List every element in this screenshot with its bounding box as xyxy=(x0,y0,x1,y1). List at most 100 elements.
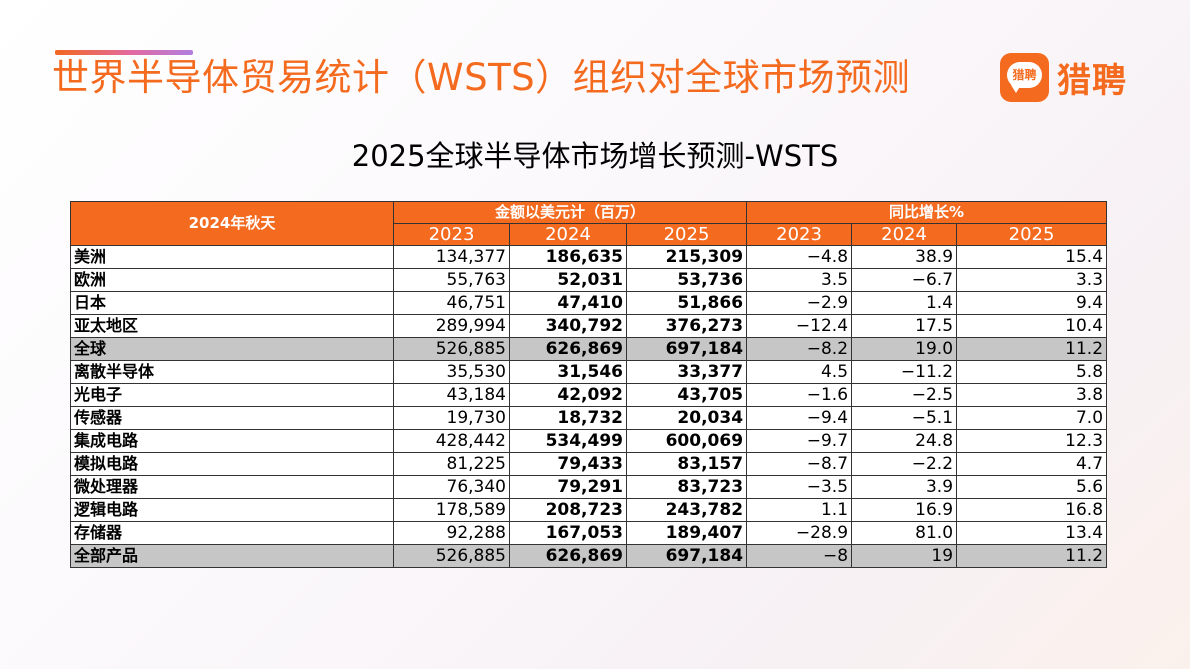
year-header: 2023 xyxy=(746,223,853,246)
row-label: 离散半导体 xyxy=(70,360,394,384)
table-row: 集成电路 428,442 534,499 600,069 −9.7 24.8 12.3 xyxy=(70,429,1108,453)
table-row: 微处理器 76,340 79,291 83,723 −3.5 3.9 5.6 xyxy=(70,475,1108,499)
table-cell: 24.8 xyxy=(851,429,958,453)
table-cell: 19,730 xyxy=(393,406,510,430)
table-row: 传感器 19,730 18,732 20,034 −9.4 −5.1 7.0 xyxy=(70,406,1108,430)
table-cell: 5.8 xyxy=(956,360,1108,384)
row-label: 亚太地区 xyxy=(70,314,394,338)
table-cell: 243,782 xyxy=(625,498,748,522)
table-cell: 53,736 xyxy=(625,268,748,292)
table-cell: 178,589 xyxy=(393,498,510,522)
row-label: 日本 xyxy=(70,291,394,315)
table-cell: −12.4 xyxy=(746,314,853,338)
table-cell: 4.5 xyxy=(746,360,853,384)
table-cell: −28.9 xyxy=(746,521,853,545)
table-cell: 3.8 xyxy=(956,383,1108,407)
table-title: 2025全球半导体市场增长预测-WSTS xyxy=(351,139,839,173)
table-cell: −2.5 xyxy=(851,383,958,407)
row-label: 模拟电路 xyxy=(70,452,394,476)
table-row-total: 全部产品 526,885 626,869 697,184 −8 19 11.2 xyxy=(70,544,1108,568)
table-cell: −8.7 xyxy=(746,452,853,476)
row-label: 集成电路 xyxy=(70,429,394,453)
row-label: 全球 xyxy=(70,337,394,361)
row-label: 光电子 xyxy=(70,383,394,407)
table-cell: 1.4 xyxy=(851,291,958,315)
table-cell: 47,410 xyxy=(509,291,627,315)
forecast-table: 2024年秋天 金额以美元计（百万） 同比增长% 2023 2024 2025 … xyxy=(70,201,1108,568)
table-cell: 9.4 xyxy=(956,291,1108,315)
row-label: 全部产品 xyxy=(70,544,394,568)
table-cell: 19 xyxy=(851,544,958,568)
table-cell: 79,291 xyxy=(509,475,627,499)
table-row: 欧洲 55,763 52,031 53,736 3.5 −6.7 3.3 xyxy=(70,268,1108,292)
table-cell: 697,184 xyxy=(625,544,748,568)
table-cell: 167,053 xyxy=(509,521,627,545)
year-header: 2024 xyxy=(509,223,627,246)
chat-bubble-icon: 猎聘 xyxy=(1000,52,1049,102)
table-cell: 92,288 xyxy=(393,521,510,545)
row-label: 逻辑电路 xyxy=(70,498,394,522)
amount-group-header: 金额以美元计（百万） xyxy=(392,201,748,224)
row-label: 欧洲 xyxy=(70,268,394,292)
table-cell: −9.7 xyxy=(746,429,853,453)
table-cell: 16.9 xyxy=(851,498,958,522)
table-row: 逻辑电路 178,589 208,723 243,782 1.1 16.9 16.8 xyxy=(70,498,1108,522)
brand-logo: 猎聘 猎聘 xyxy=(1000,50,1127,104)
table-cell: 4.7 xyxy=(956,452,1108,476)
table-cell: 83,723 xyxy=(625,475,748,499)
table-cell: 697,184 xyxy=(625,337,748,361)
table-cell: 186,635 xyxy=(509,245,627,269)
table-cell: 81.0 xyxy=(851,521,958,545)
table-cell: 10.4 xyxy=(956,314,1108,338)
row-label: 微处理器 xyxy=(70,475,394,499)
table-cell: 340,792 xyxy=(509,314,627,338)
table-cell: 17.5 xyxy=(851,314,958,338)
table-cell: 3.5 xyxy=(746,268,853,292)
table-cell: 189,407 xyxy=(625,521,748,545)
table-cell: 7.0 xyxy=(956,406,1108,430)
table-cell: 13.4 xyxy=(956,521,1108,545)
table-cell: 51,866 xyxy=(625,291,748,315)
table-cell: 208,723 xyxy=(509,498,627,522)
table-cell: −11.2 xyxy=(851,360,958,384)
table-cell: 35,530 xyxy=(393,360,510,384)
table-cell: 428,442 xyxy=(393,429,510,453)
title-accent-bar xyxy=(55,50,193,55)
table-cell: 43,705 xyxy=(625,383,748,407)
table-cell: −8.2 xyxy=(746,337,853,361)
table-cell: 43,184 xyxy=(393,383,510,407)
corner-label: 2024年秋天 xyxy=(70,201,394,246)
table-cell: −3.5 xyxy=(746,475,853,499)
table-row: 模拟电路 81,225 79,433 83,157 −8.7 −2.2 4.7 xyxy=(70,452,1108,476)
row-label: 传感器 xyxy=(70,406,394,430)
table-cell: 134,377 xyxy=(393,245,510,269)
table-cell: 289,994 xyxy=(393,314,510,338)
table-row: 美洲 134,377 186,635 215,309 −4.8 38.9 15.4 xyxy=(70,245,1108,269)
table-body: 美洲 134,377 186,635 215,309 −4.8 38.9 15.4 欧洲 55,… xyxy=(70,245,1108,568)
table-cell: 215,309 xyxy=(625,245,748,269)
table-cell: −4.8 xyxy=(746,245,853,269)
table-cell: 626,869 xyxy=(509,337,627,361)
table-cell: 16.8 xyxy=(956,498,1108,522)
table-cell: 20,034 xyxy=(625,406,748,430)
year-header: 2025 xyxy=(625,223,748,246)
table-cell: 11.2 xyxy=(956,544,1108,568)
page-title: 世界半导体贸易统计（WSTS）组织对全球市场预测 xyxy=(52,56,911,99)
table-cell: −1.6 xyxy=(746,383,853,407)
year-header: 2024 xyxy=(851,223,958,246)
table-cell: −2.2 xyxy=(851,452,958,476)
table-cell: 18,732 xyxy=(509,406,627,430)
table-cell: 19.0 xyxy=(851,337,958,361)
table-cell: 600,069 xyxy=(625,429,748,453)
table-cell: 376,273 xyxy=(625,314,748,338)
table-cell: 55,763 xyxy=(393,268,510,292)
row-label: 美洲 xyxy=(70,245,394,269)
table-row: 光电子 43,184 42,092 43,705 −1.6 −2.5 3.8 xyxy=(70,383,1108,407)
table-cell: 83,157 xyxy=(625,452,748,476)
table-cell: −8 xyxy=(746,544,853,568)
table-row: 亚太地区 289,994 340,792 376,273 −12.4 17.5 10.4 xyxy=(70,314,1108,338)
row-label: 存储器 xyxy=(70,521,394,545)
table-cell: 42,092 xyxy=(509,383,627,407)
table-cell: 52,031 xyxy=(509,268,627,292)
table-cell: 46,751 xyxy=(393,291,510,315)
